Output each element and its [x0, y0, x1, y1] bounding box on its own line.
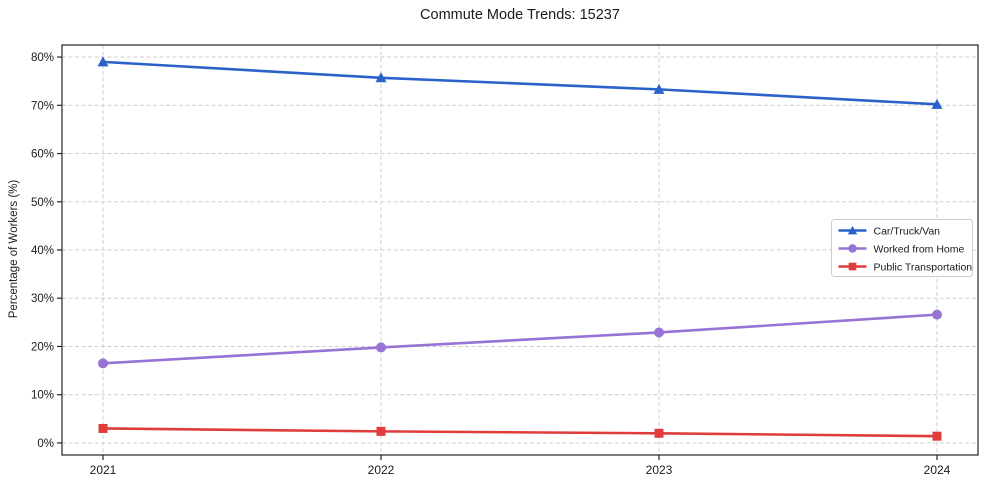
y-tick-label: 70% — [31, 100, 54, 112]
legend-label: Car/Truck/Van — [874, 225, 941, 237]
triangle-marker-icon — [847, 225, 858, 235]
y-tick-label: 20% — [31, 341, 54, 353]
circle-marker-icon — [848, 244, 857, 253]
y-tick-label: 80% — [31, 52, 54, 64]
legend-box — [831, 219, 973, 277]
triangle-marker-icon — [97, 56, 109, 67]
legend-label: Worked from Home — [874, 243, 965, 255]
x-tick-label: 2021 — [90, 463, 117, 477]
series-line — [101, 427, 939, 438]
y-tick-label: 60% — [31, 149, 54, 161]
y-tick-label: 10% — [31, 390, 54, 402]
y-tick-label: 50% — [31, 197, 54, 209]
circle-marker-icon — [654, 327, 664, 338]
square-marker-icon — [932, 431, 942, 441]
y-tick-label: 40% — [31, 245, 54, 257]
square-marker-icon — [98, 423, 108, 433]
x-tick-label: 2024 — [924, 463, 951, 477]
y-tick-label: 30% — [31, 293, 54, 305]
series-line — [101, 313, 939, 365]
square-marker-icon — [376, 426, 386, 436]
triangle-marker-icon — [931, 98, 943, 109]
y-axis-label: Percentage of Workers (%) — [8, 179, 20, 319]
circle-marker-icon — [932, 309, 942, 320]
series-line — [101, 60, 939, 106]
legend-label: Public Transportation — [874, 261, 973, 273]
square-marker-icon — [654, 428, 664, 438]
x-tick-label: 2023 — [646, 463, 673, 477]
chart-title: Commute Mode Trends: 15237 — [420, 7, 620, 23]
square-marker-icon — [848, 262, 857, 271]
y-tick-label: 0% — [37, 438, 54, 450]
triangle-marker-icon — [375, 72, 387, 83]
triangle-marker-icon — [653, 83, 665, 94]
circle-marker-icon — [98, 358, 108, 369]
circle-marker-icon — [376, 342, 386, 353]
x-tick-label: 2022 — [368, 463, 395, 477]
